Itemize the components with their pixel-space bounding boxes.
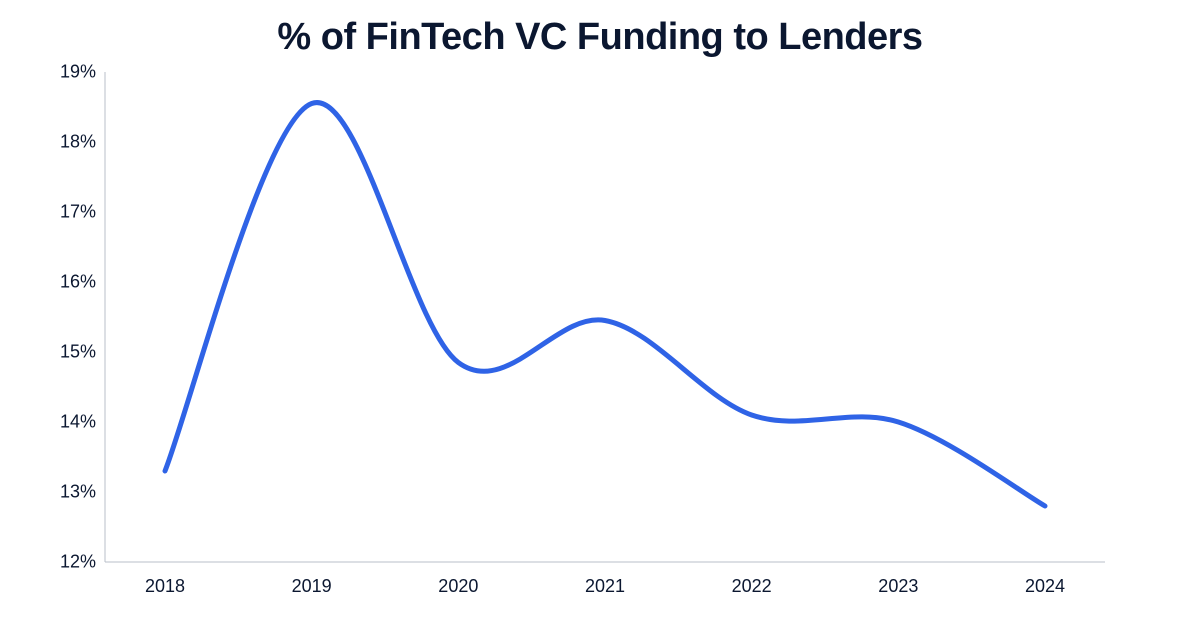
- y-tick-label: 12%: [40, 552, 96, 573]
- y-tick-label: 19%: [40, 62, 96, 83]
- x-tick-label: 2019: [292, 576, 332, 597]
- x-tick-label: 2021: [585, 576, 625, 597]
- y-tick-label: 14%: [40, 412, 96, 433]
- series-line-lenders-share: [165, 103, 1045, 506]
- x-tick-label: 2018: [145, 576, 185, 597]
- chart-title: % of FinTech VC Funding to Lenders: [0, 16, 1200, 59]
- y-tick-label: 15%: [40, 342, 96, 363]
- x-tick-label: 2020: [438, 576, 478, 597]
- chart-plot-area: [105, 72, 1105, 562]
- x-tick-label: 2022: [732, 576, 772, 597]
- y-tick-label: 13%: [40, 482, 96, 503]
- y-tick-label: 18%: [40, 132, 96, 153]
- line-chart: % of FinTech VC Funding to Lenders 12% 13…: [0, 0, 1200, 636]
- y-tick-label: 17%: [40, 202, 96, 223]
- x-tick-label: 2023: [878, 576, 918, 597]
- y-tick-label: 16%: [40, 272, 96, 293]
- x-tick-label: 2024: [1025, 576, 1065, 597]
